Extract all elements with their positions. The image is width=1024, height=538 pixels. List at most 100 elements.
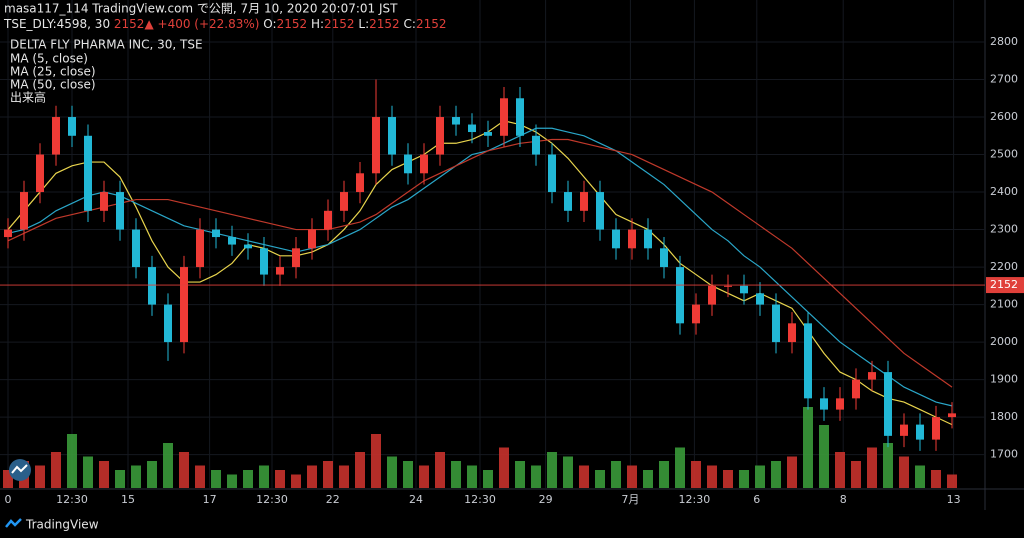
y-tick-label: 2200 [990, 260, 1018, 273]
volume-bar [419, 465, 429, 488]
volume-bar [883, 443, 893, 488]
candle-body [388, 117, 396, 155]
logo-icon [11, 464, 28, 474]
candle-body [52, 117, 60, 155]
volume-bar [147, 461, 157, 488]
candle-body [564, 192, 572, 211]
candle-body [916, 424, 924, 440]
x-tick-label: 0 [5, 493, 12, 506]
candle-body [228, 237, 236, 245]
volume-bar [3, 470, 13, 488]
volume-bar [83, 456, 93, 488]
candles [4, 79, 956, 451]
volume-bar [739, 470, 749, 488]
volume-bar [371, 434, 381, 488]
candle-body [932, 417, 940, 440]
candle-body [548, 154, 556, 193]
candle-body [772, 304, 780, 343]
volume-bar [579, 465, 589, 488]
candle-body [692, 304, 700, 324]
candle-body [580, 192, 588, 211]
volume-bar [499, 447, 509, 488]
candle-body [292, 248, 300, 268]
volume-bar [947, 474, 957, 488]
y-tick-label: 2700 [990, 73, 1018, 86]
candle-body [884, 372, 892, 436]
volume-bar [195, 465, 205, 488]
volume-bar [867, 447, 877, 488]
candle-body [468, 124, 476, 133]
candle-body [20, 192, 28, 230]
volume-bar [627, 465, 637, 488]
candle-body [68, 117, 76, 136]
x-tick-label: 12:30 [679, 493, 711, 506]
y-tick-label: 2600 [990, 110, 1018, 123]
volume-bar [611, 461, 621, 488]
last-price-box [986, 277, 1024, 294]
candle-body [164, 304, 172, 343]
candle-body [852, 379, 860, 399]
volume-bar [707, 465, 717, 488]
candle-body [788, 323, 796, 343]
volume-bar [355, 452, 365, 488]
ma-line [7, 138, 953, 388]
y-tick-label: 1800 [990, 410, 1018, 423]
candle-body [132, 229, 140, 268]
volume-bar [67, 434, 77, 488]
last: 2152 [114, 17, 145, 31]
l: 2152 [369, 17, 400, 31]
candle-body [612, 229, 620, 249]
volume-bar [243, 470, 253, 488]
candle-body [436, 117, 444, 155]
volume-bar [659, 461, 669, 488]
candle-body [196, 229, 204, 268]
volume-bar [515, 461, 525, 488]
ohlc-line: TSE_DLY:4598, 30 2152▲ +400 (+22.83%) O:… [3, 17, 446, 31]
brand: TradingView [25, 518, 99, 532]
volume-bar [99, 461, 109, 488]
x-tick-label: 29 [539, 493, 553, 506]
x-tick-label: 12:30 [256, 493, 288, 506]
volume-bar [387, 456, 397, 488]
candle-body [404, 154, 412, 174]
candle-body [372, 117, 380, 174]
publisher: masa117_114 TradingView.com で公開, 7月 10, … [4, 2, 398, 16]
volume-bar [931, 470, 941, 488]
candle-body [820, 398, 828, 410]
candle-body [756, 293, 764, 305]
volume-bar [723, 470, 733, 488]
volume-bar [851, 461, 861, 488]
h-label: H: [311, 17, 324, 31]
volume-bar [179, 452, 189, 488]
ma-line [7, 120, 953, 426]
candle-body [516, 98, 524, 136]
symbol: TSE_DLY:4598, 30 [3, 17, 110, 31]
legend-entry: MA (25, close) [10, 65, 96, 79]
volume-bar [339, 465, 349, 488]
candle-body [340, 192, 348, 211]
volume-bar [595, 470, 605, 488]
y-tick-label: 1900 [990, 373, 1018, 386]
volume-bar [803, 407, 813, 488]
y-tick-label: 2000 [990, 335, 1018, 348]
candle-body [100, 192, 108, 211]
y-tick-label: 2100 [990, 298, 1018, 311]
volume-bar [35, 465, 45, 488]
y-tick-label: 2500 [990, 148, 1018, 161]
x-tick-label: 12:30 [464, 493, 496, 506]
o: 2152 [277, 17, 308, 31]
candle-body [868, 372, 876, 380]
volume-bar [547, 452, 557, 488]
y-tick-label: 2300 [990, 223, 1018, 236]
x-tick-label: 15 [121, 493, 135, 506]
volume-bar [403, 461, 413, 488]
volume-bar [915, 465, 925, 488]
candle-body [276, 267, 284, 275]
volume-bar [563, 456, 573, 488]
ma-lines [7, 120, 953, 426]
volume-bar [227, 474, 237, 488]
l-label: L: [358, 17, 369, 31]
h: 2152 [324, 17, 355, 31]
volume-bar [771, 461, 781, 488]
volume-bar [899, 456, 909, 488]
